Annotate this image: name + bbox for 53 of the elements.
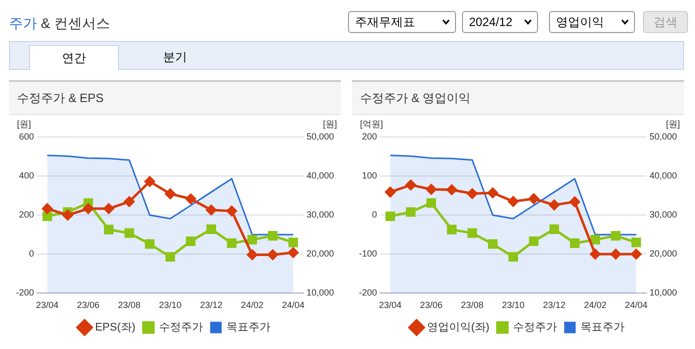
y-tick-label: -100 bbox=[359, 248, 378, 259]
y2-tick-label: 20,000 bbox=[306, 248, 334, 259]
y2-tick-label: 40,000 bbox=[306, 170, 334, 181]
y-axis-title: [원] bbox=[17, 118, 32, 129]
x-tick-label: 24/02 bbox=[240, 300, 264, 310]
y2-tick-label: 30,000 bbox=[306, 210, 334, 220]
text: 주재무제표 bbox=[348, 11, 456, 33]
y-tick-label: -200 bbox=[16, 288, 34, 298]
y-tick-label: 0 bbox=[372, 210, 378, 220]
x-tick-label: 23/08 bbox=[460, 300, 484, 310]
y2-tick-label: 40,000 bbox=[649, 170, 678, 181]
text: 연간 bbox=[29, 45, 119, 70]
y-tick-label: -200 bbox=[359, 288, 378, 298]
y2-tick-label: 10,000 bbox=[649, 288, 678, 298]
y2-axis-title: [원] bbox=[666, 118, 680, 129]
legend-label: 수정주가 bbox=[158, 322, 203, 334]
y-tick-label: 200 bbox=[18, 210, 34, 220]
x-tick-label: 24/02 bbox=[584, 300, 606, 310]
y-axis-title: [억원] bbox=[360, 118, 384, 129]
x-tick-label: 23/06 bbox=[420, 300, 443, 310]
y2-tick-label: 20,000 bbox=[649, 248, 678, 259]
x-tick-label: 23/04 bbox=[36, 300, 59, 310]
text: 영업이익 bbox=[549, 11, 635, 33]
legend-label: 영업이익(좌) bbox=[427, 322, 490, 334]
x-tick-label: 23/12 bbox=[542, 300, 566, 310]
y2-tick-label: 50,000 bbox=[306, 131, 334, 142]
x-tick-label: 23/04 bbox=[378, 300, 402, 310]
y-tick-label: 400 bbox=[18, 170, 34, 181]
x-tick-label: 24/04 bbox=[624, 300, 648, 310]
legend-label: 목표주가 bbox=[226, 322, 270, 334]
legend-label: EPS(좌) bbox=[95, 322, 136, 334]
y2-tick-label: 30,000 bbox=[649, 210, 678, 220]
x-tick-label: 24/04 bbox=[282, 300, 304, 310]
text: 주가 & 컨센서스 bbox=[9, 15, 110, 33]
y-tick-label: 0 bbox=[29, 248, 34, 259]
x-tick-label: 23/10 bbox=[502, 300, 525, 310]
legend-label: 목표주가 bbox=[580, 322, 624, 334]
chart-title: 수정주가 & EPS bbox=[9, 82, 341, 115]
y2-tick-label: 50,000 bbox=[649, 131, 678, 142]
legend-label: 수정주가 bbox=[512, 322, 557, 334]
x-tick-label: 23/08 bbox=[118, 300, 141, 310]
text: 분기 bbox=[162, 49, 188, 66]
y-tick-label: 600 bbox=[18, 131, 34, 142]
y2-tick-label: 10,000 bbox=[306, 288, 334, 298]
text: 2024/12 bbox=[462, 11, 538, 33]
x-tick-label: 23/10 bbox=[158, 300, 182, 310]
y2-axis-title: [원] bbox=[322, 118, 337, 129]
x-tick-label: 23/12 bbox=[200, 300, 222, 310]
y-tick-label: 100 bbox=[362, 170, 378, 181]
text: 검색 bbox=[643, 11, 688, 33]
x-tick-label: 23/06 bbox=[76, 300, 100, 310]
y-tick-label: 200 bbox=[362, 131, 378, 142]
chart-title: 수정주가 & 영업이익 bbox=[352, 82, 684, 115]
